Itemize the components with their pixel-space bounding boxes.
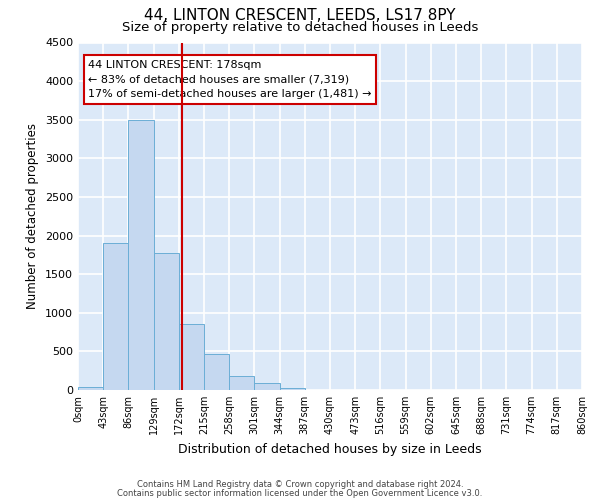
- Bar: [179, 324, 204, 390]
- Bar: [254, 384, 280, 390]
- Bar: [204, 354, 229, 390]
- Text: Contains HM Land Registry data © Crown copyright and database right 2024.: Contains HM Land Registry data © Crown c…: [137, 480, 463, 489]
- Bar: [78, 387, 103, 390]
- Text: Size of property relative to detached houses in Leeds: Size of property relative to detached ho…: [122, 21, 478, 34]
- Bar: [128, 120, 154, 390]
- Text: 44, LINTON CRESCENT, LEEDS, LS17 8PY: 44, LINTON CRESCENT, LEEDS, LS17 8PY: [144, 8, 456, 22]
- Bar: [280, 388, 305, 390]
- Y-axis label: Number of detached properties: Number of detached properties: [26, 123, 40, 309]
- Bar: [154, 252, 179, 390]
- X-axis label: Distribution of detached houses by size in Leeds: Distribution of detached houses by size …: [178, 442, 482, 456]
- Bar: [229, 376, 254, 390]
- Text: 44 LINTON CRESCENT: 178sqm
← 83% of detached houses are smaller (7,319)
17% of s: 44 LINTON CRESCENT: 178sqm ← 83% of deta…: [88, 60, 371, 100]
- Bar: [103, 244, 128, 390]
- Text: Contains public sector information licensed under the Open Government Licence v3: Contains public sector information licen…: [118, 488, 482, 498]
